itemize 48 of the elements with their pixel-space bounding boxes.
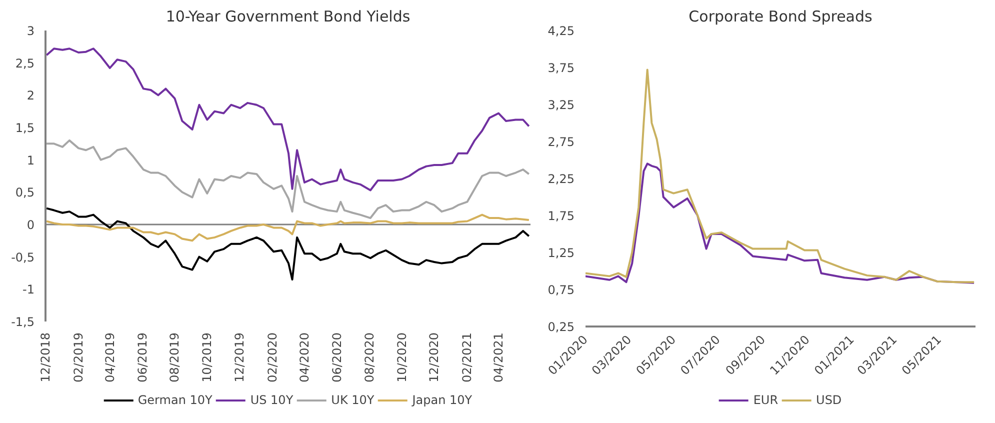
- y-tick-label: 0,5: [15, 186, 35, 200]
- y-tick-label: 1,75: [548, 209, 574, 223]
- chart-title: Corporate Bond Spreads: [688, 8, 873, 26]
- x-tick-label: 04/2021: [492, 332, 506, 382]
- y-tick-label: -1,5: [11, 315, 35, 329]
- y-tick-label: 0,75: [548, 283, 574, 297]
- line-series: [586, 162, 976, 284]
- x-tick-label: 04/2020: [297, 332, 312, 382]
- y-tick-label: 3,75: [548, 61, 574, 75]
- y-tick-label: 2: [26, 88, 35, 103]
- y-tick-label: 3: [26, 24, 35, 38]
- legend-label: USD: [816, 393, 842, 407]
- line-series: [46, 48, 530, 192]
- y-tick-label: 2,5: [15, 56, 35, 70]
- x-tick-label: 10/2019: [200, 332, 214, 382]
- legend-label: Japan 10Y: [412, 393, 472, 407]
- y-tick-label: -1: [22, 282, 35, 297]
- x-tick-label: 12/2020: [427, 332, 442, 382]
- y-tick-label: 0,25: [548, 320, 574, 334]
- legend-label: US 10Y: [250, 393, 294, 407]
- x-tick-label: 08/2019: [168, 332, 182, 382]
- y-tick-label: 4,25: [548, 24, 574, 38]
- y-tick-label: -0,5: [11, 250, 35, 264]
- x-tick-label: 08/2020: [362, 332, 376, 382]
- x-tick-label: 02/2019: [71, 332, 86, 382]
- line-series: [46, 207, 530, 280]
- x-tick-label: 06/2020: [330, 332, 344, 382]
- y-tick-label: 1,25: [548, 246, 574, 260]
- y-tick-label: 2,75: [548, 135, 574, 149]
- chart-title: 10-Year Government Bond Yields: [166, 8, 410, 26]
- x-tick-label: 12/2018: [38, 332, 52, 382]
- line-series: [46, 139, 530, 220]
- legend-label: EUR: [753, 393, 778, 407]
- y-tick-label: 3,25: [548, 98, 574, 112]
- x-tick-label: 12/2019: [232, 332, 247, 382]
- legend-label: German 10Y: [138, 393, 212, 407]
- legend-label: UK 10Y: [331, 393, 374, 407]
- y-tick-label: 0: [26, 218, 35, 232]
- x-tick-label: 10/2020: [394, 332, 409, 382]
- line-series: [46, 214, 530, 242]
- x-tick-label: 02/2021: [460, 332, 474, 382]
- x-tick-label: 04/2019: [102, 332, 117, 382]
- y-tick-label: 1: [26, 153, 35, 168]
- line-series: [586, 68, 976, 284]
- y-tick-label: 1,5: [15, 121, 35, 135]
- y-tick-label: 2,25: [548, 172, 574, 186]
- x-tick-label: 02/2020: [266, 332, 280, 382]
- x-tick-label: 06/2019: [135, 332, 150, 382]
